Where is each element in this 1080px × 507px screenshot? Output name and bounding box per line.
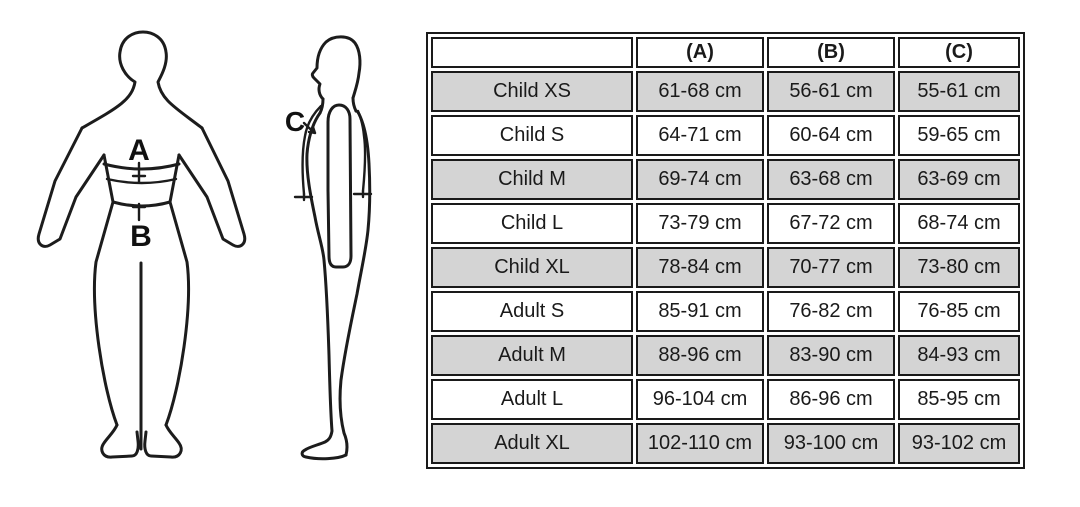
body-front-and-foot [300,111,348,461]
side-body-outline [293,35,373,461]
size-label-cell: Child XL [431,247,633,288]
measurement-label-a: A [128,134,150,167]
measurement-cell: 55-61 cm [898,71,1020,112]
header-cell-b: (B) [767,37,895,68]
torso-left-and-leg [93,153,119,427]
chest-band-line [105,177,178,185]
table-row-adult-l: Adult L 96-104 cm 86-96 cm 85-95 cm [431,379,1020,420]
size-chart-header: (A) (B) (C) [431,37,1020,68]
measurement-cell: 83-90 cm [767,335,895,376]
measurement-cell: 73-80 cm [898,247,1020,288]
size-label-cell: Child L [431,203,633,244]
front-body-outline [36,30,247,459]
table-row-adult-xl: Adult XL 102-110 cm 93-100 cm 93-102 cm [431,423,1020,464]
measurement-cell: 67-72 cm [767,203,895,244]
header-row: (A) (B) (C) [431,37,1020,68]
measurement-cell: 78-84 cm [636,247,764,288]
torso-measure-line-front [301,104,323,196]
size-chart-body: Child XS 61-68 cm 56-61 cm 55-61 cm Chil… [431,71,1020,464]
size-label-cell: Adult XL [431,423,633,464]
table-row-child-m: Child M 69-74 cm 63-68 cm 63-69 cm [431,159,1020,200]
measurement-cell: 85-95 cm [898,379,1020,420]
table-row-child-xl: Child XL 78-84 cm 70-77 cm 73-80 cm [431,247,1020,288]
size-label-cell: Adult L [431,379,633,420]
front-body-figure: A B [36,30,247,459]
measurement-cell: 76-85 cm [898,291,1020,332]
measurement-label-c: C [285,106,305,137]
measurement-cell: 93-102 cm [898,423,1020,464]
table-row-adult-m: Adult M 88-96 cm 83-90 cm 84-93 cm [431,335,1020,376]
measurement-cell: 63-68 cm [767,159,895,200]
measurement-cell: 85-91 cm [636,291,764,332]
label-b-tick [131,202,147,222]
measurement-cell: 96-104 cm [636,379,764,420]
size-label-cell: Child XS [431,71,633,112]
torso-measure-line-back [356,109,367,193]
waist-measure-line [111,200,172,208]
measurement-cell: 68-74 cm [898,203,1020,244]
side-body-figure: C [285,35,373,461]
neck-back [351,96,358,113]
measurement-cell: 61-68 cm [636,71,764,112]
measurement-cell: 93-100 cm [767,423,895,464]
measurement-cell: 69-74 cm [636,159,764,200]
table-row-child-xs: Child XS 61-68 cm 56-61 cm 55-61 cm [431,71,1020,112]
right-arm [177,126,247,248]
left-arm [36,126,106,248]
head-and-shoulders [80,30,204,130]
arm-side [326,103,353,269]
header-cell-a: (A) [636,37,764,68]
measure-tick-back [352,189,373,199]
measurement-cell: 84-93 cm [898,335,1020,376]
measurement-cell: 64-71 cm [636,115,764,156]
measure-tick-front [293,192,314,202]
size-label-cell: Adult M [431,335,633,376]
measurement-cell: 86-96 cm [767,379,895,420]
header-cell-size [431,37,633,68]
left-foot [100,423,140,459]
measurement-cell: 70-77 cm [767,247,895,288]
table-row-adult-s: Adult S 85-91 cm 76-82 cm 76-85 cm [431,291,1020,332]
table-row-child-s: Child S 64-71 cm 60-64 cm 59-65 cm [431,115,1020,156]
size-label-cell: Adult S [431,291,633,332]
size-label-cell: Child S [431,115,633,156]
measurement-label-b: B [130,220,152,253]
chest-measure-line [102,162,181,171]
size-label-cell: Child M [431,159,633,200]
size-chart-table: (A) (B) (C) Child XS 61-68 cm 56-61 cm 5… [426,32,1025,469]
label-a-tick [131,161,147,184]
label-c-arrow [302,121,317,135]
measurement-cell: 88-96 cm [636,335,764,376]
measurement-cell: 76-82 cm [767,291,895,332]
header-cell-c: (C) [898,37,1020,68]
measurement-cell: 59-65 cm [898,115,1020,156]
right-foot [143,423,183,459]
measurement-cell: 102-110 cm [636,423,764,464]
measurement-cell: 60-64 cm [767,115,895,156]
measurement-cell: 63-69 cm [898,159,1020,200]
table-row-child-l: Child L 73-79 cm 67-72 cm 68-74 cm [431,203,1020,244]
measurement-cell: 56-61 cm [767,71,895,112]
torso-right-and-leg [164,153,190,427]
measurement-cell: 73-79 cm [636,203,764,244]
head-profile [310,35,362,101]
